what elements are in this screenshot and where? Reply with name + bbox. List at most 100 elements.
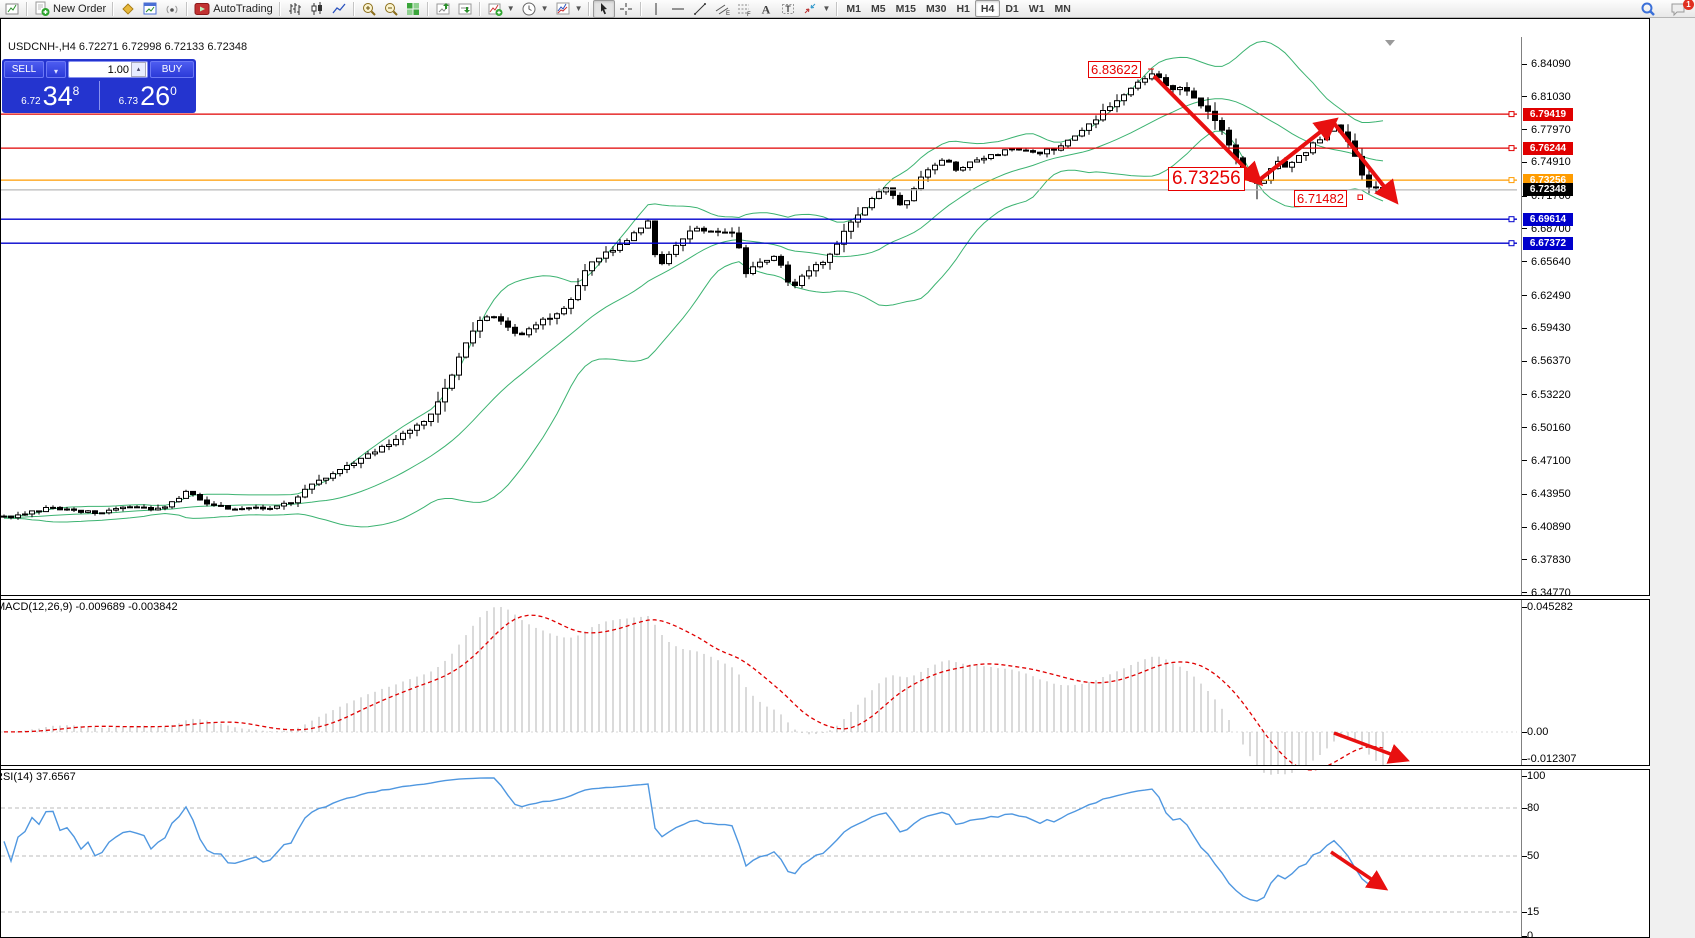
pane-separator-rsi[interactable] xyxy=(1,765,1651,770)
timeframe-d1-button[interactable]: D1 xyxy=(1005,2,1019,15)
zoom-out-button[interactable] xyxy=(380,0,402,18)
price-tick-mark xyxy=(1522,526,1527,528)
vertical-line-tool-button[interactable] xyxy=(645,0,667,18)
templates-button[interactable]: ▼ xyxy=(552,0,586,18)
signals-button[interactable] xyxy=(161,0,183,18)
history-center-button[interactable] xyxy=(117,0,139,18)
rsi-trend-arrow[interactable] xyxy=(1330,850,1389,891)
toolbar-separator xyxy=(478,1,481,16)
trendline-tool-button[interactable] xyxy=(689,0,711,18)
cursor-icon xyxy=(601,2,608,14)
chat-icon[interactable]: 1 xyxy=(1667,0,1694,18)
hline-icon xyxy=(672,8,685,9)
indicators-button[interactable]: ▼ xyxy=(484,0,518,18)
price-badge-6.69614: 6.69614 xyxy=(1523,212,1573,226)
price-tick-label: 6.43950 xyxy=(1531,488,1571,501)
timeframe-h1-button[interactable]: H1 xyxy=(956,2,970,15)
rsi-indicator-label: RSI(14) 37.6567 xyxy=(0,771,76,783)
fibonacci-tool-button[interactable]: F xyxy=(733,0,755,18)
buy-price[interactable]: 6.73 26 0 xyxy=(102,79,195,112)
macd-scale-label: 0.00 xyxy=(1527,726,1549,738)
chart-canvas[interactable] xyxy=(1,37,1522,938)
timeframe-m5-button[interactable]: M5 xyxy=(871,2,886,15)
text-tool-button[interactable]: A xyxy=(755,0,777,18)
price-tick-mark xyxy=(1522,559,1527,561)
periods-button[interactable]: ▼ xyxy=(518,0,552,18)
crosshair-tool-button[interactable] xyxy=(615,0,637,18)
zoom-in-button[interactable] xyxy=(358,0,380,18)
price-tick-label: 6.47100 xyxy=(1531,454,1571,467)
arrange-up-icon xyxy=(436,2,450,14)
price-tick-mark xyxy=(1522,161,1527,163)
horizontal-line-tool-button[interactable] xyxy=(667,0,689,18)
timeframe-m1-button[interactable]: M1 xyxy=(846,2,861,15)
hline-handle[interactable] xyxy=(1508,177,1515,184)
price-tick-label: 6.65640 xyxy=(1531,255,1571,268)
timeframe-w1-button[interactable]: W1 xyxy=(1028,2,1045,15)
price-annotation-peak[interactable]: 6.83622 xyxy=(1088,61,1141,78)
arrange-down-icon xyxy=(458,3,472,14)
trend-arrow[interactable] xyxy=(1256,117,1339,183)
price-annotation-low[interactable]: 6.71482 xyxy=(1294,190,1347,207)
timeframe-m30-button[interactable]: M30 xyxy=(926,2,947,15)
toolbar: New Order AutoTrading ▼ ▼ ▼ E F A T ▼ M1 M5 M15 M30 H1… xyxy=(0,0,1695,18)
zoom-in-icon xyxy=(362,2,376,16)
buy-price-big: 26 xyxy=(140,81,171,111)
price-badge-6.72348: 6.72348 xyxy=(1523,183,1573,197)
zoom-out-icon xyxy=(384,2,398,16)
text-icon: A xyxy=(762,2,771,16)
tile-windows-button[interactable] xyxy=(402,0,424,18)
collapse-arrow-icon[interactable] xyxy=(1385,40,1395,46)
macd-signal-line xyxy=(4,614,1384,771)
equidistant-channel-tool-button[interactable]: E xyxy=(711,0,733,18)
svg-text:T: T xyxy=(786,4,792,14)
macd-trend-arrow[interactable] xyxy=(1333,731,1410,764)
line-chart-button[interactable] xyxy=(328,0,350,18)
hline-handle[interactable] xyxy=(1508,111,1515,118)
chart-shift-button[interactable] xyxy=(454,0,476,18)
search-icon[interactable] xyxy=(1637,0,1659,18)
buy-button[interactable]: BUY xyxy=(150,61,194,78)
price-tick-label: 6.56370 xyxy=(1531,355,1571,368)
trade-panel-divider xyxy=(98,81,100,110)
price-tick-mark xyxy=(1522,493,1527,495)
price-tick-mark xyxy=(1522,460,1527,462)
channel-icon: E xyxy=(716,4,730,17)
sell-price[interactable]: 6.72 34 8 xyxy=(4,79,97,112)
market-watch-button[interactable] xyxy=(139,0,161,18)
autotrading-button[interactable]: AutoTrading xyxy=(191,0,276,18)
chevron-down-icon: ▼ xyxy=(574,4,583,13)
volume-spinner[interactable]: ▴ xyxy=(131,62,146,77)
volume-dropdown-button[interactable]: ▾ xyxy=(46,61,66,78)
notification-badge: 1 xyxy=(1683,0,1694,10)
timeframe-mn-button[interactable]: MN xyxy=(1054,2,1071,15)
new-order-button[interactable]: New Order xyxy=(31,0,109,18)
hline-handle[interactable] xyxy=(1508,145,1515,152)
price-tick-label: 6.37830 xyxy=(1531,553,1571,566)
buy-price-prefix: 6.73 xyxy=(118,96,139,107)
bollinger-up-band xyxy=(4,40,1384,517)
trendline-icon xyxy=(694,2,707,15)
trend-arrow[interactable] xyxy=(1152,74,1264,187)
sell-button[interactable]: SELL xyxy=(4,61,44,78)
candlestick-chart-button[interactable] xyxy=(306,0,328,18)
trend-arrow[interactable] xyxy=(1331,120,1399,205)
new-chart-button[interactable] xyxy=(1,0,23,18)
arrows-tool-button[interactable]: ▼ xyxy=(799,0,833,18)
hline-handle[interactable] xyxy=(1508,240,1515,247)
text-label-tool-button[interactable]: T xyxy=(777,0,799,18)
timeframe-m15-button[interactable]: M15 xyxy=(895,2,917,15)
price-tick-label: 6.77970 xyxy=(1531,123,1571,136)
price-tick-mark xyxy=(1522,63,1527,65)
price-annotation-level[interactable]: 6.73256 xyxy=(1168,167,1245,191)
auto-scroll-button[interactable] xyxy=(432,0,454,18)
cursor-tool-button[interactable] xyxy=(593,0,616,18)
volume-value: 1.00 xyxy=(107,63,129,76)
hline-handle[interactable] xyxy=(1508,216,1515,223)
pane-separator-macd[interactable] xyxy=(1,595,1651,600)
timeframe-h4-button[interactable]: H4 xyxy=(974,0,1001,17)
svg-text:A: A xyxy=(762,2,771,16)
price-tick-label: 6.74910 xyxy=(1531,156,1571,169)
bar-chart-button[interactable] xyxy=(284,0,306,18)
volume-field[interactable]: 1.00 ▴ xyxy=(68,61,148,78)
